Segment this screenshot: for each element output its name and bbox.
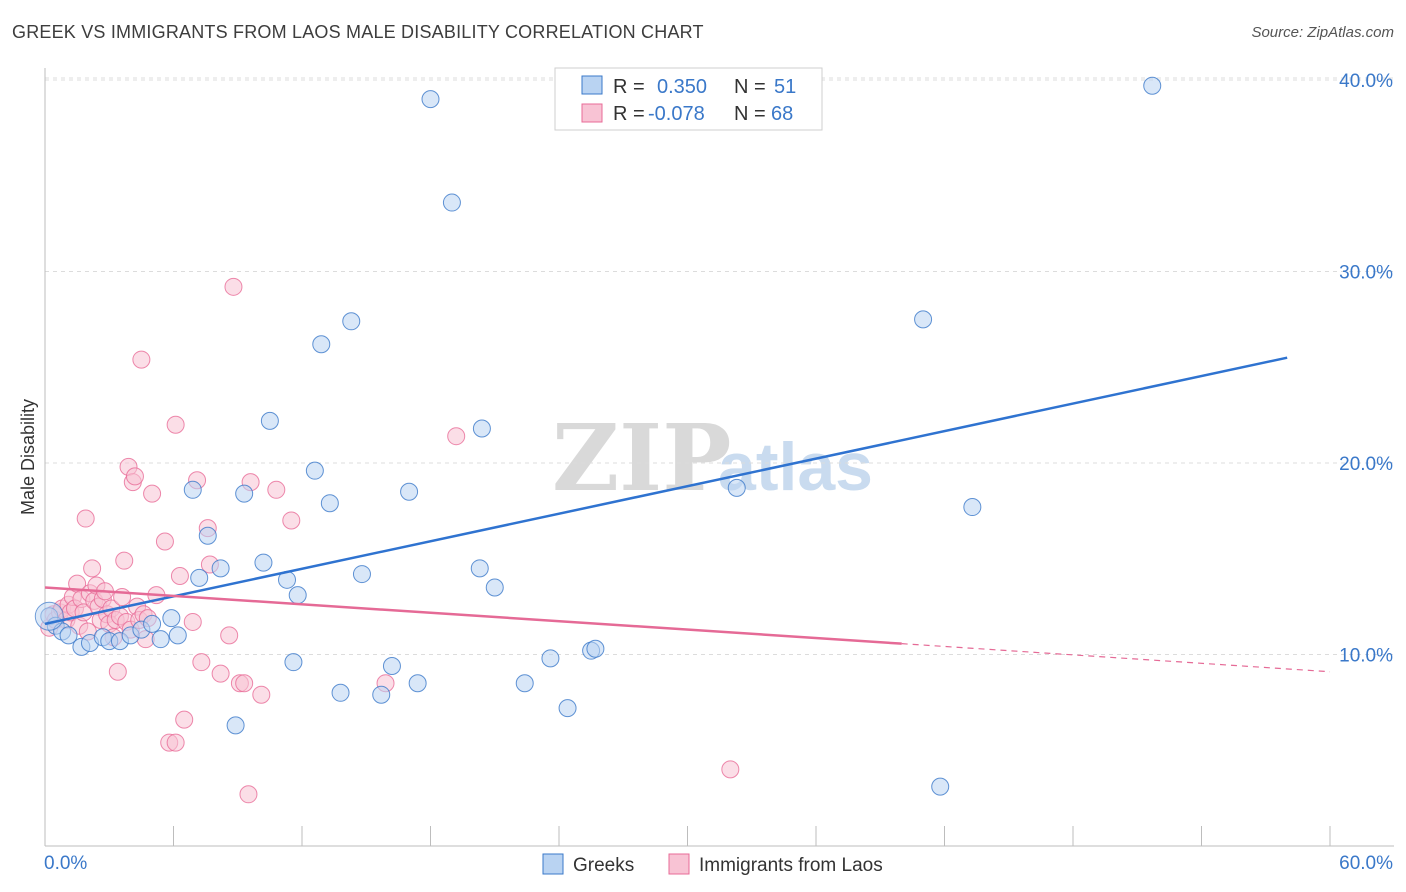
- point-laos: [143, 484, 162, 503]
- point-laos: [447, 427, 466, 446]
- point-laos: [183, 612, 202, 631]
- point-greeks: [485, 578, 504, 597]
- point-greeks: [288, 586, 307, 605]
- y-tick-label: 30.0%: [1339, 263, 1393, 284]
- trend-line-laos-dashed: [901, 643, 1331, 673]
- point-greeks: [558, 699, 577, 718]
- point-laos: [224, 277, 243, 296]
- point-greeks: [211, 559, 230, 578]
- bottom-legend-label-greeks: Greeks: [573, 855, 634, 876]
- point-laos: [132, 350, 151, 369]
- point-greeks: [541, 649, 560, 668]
- gridlines: [45, 77, 1394, 655]
- point-greeks: [312, 335, 331, 354]
- trend-line-greeks: [44, 356, 1288, 626]
- point-laos: [282, 511, 301, 530]
- point-greeks: [305, 461, 324, 480]
- point-greeks: [408, 674, 427, 693]
- y-tick-labels: 10.0% 20.0% 30.0% 40.0%: [1339, 71, 1393, 667]
- point-greeks: [472, 419, 491, 438]
- point-greeks: [226, 716, 245, 735]
- point-greeks: [352, 565, 371, 584]
- y-tick-label: 20.0%: [1339, 454, 1393, 475]
- point-greeks: [162, 609, 181, 628]
- legend-r-label-laos: R =: [613, 103, 645, 125]
- watermark: ZIP atlas: [552, 404, 873, 512]
- trend-line-laos: [44, 586, 902, 645]
- trend-lines: [44, 356, 1331, 673]
- legend-n-value-greeks: 51: [774, 76, 796, 98]
- correlation-legend: R = 0.350 N = 51 R = -0.078 N = 68: [554, 67, 823, 131]
- legend-n-value-laos: 68: [771, 103, 793, 125]
- point-greeks: [372, 685, 391, 704]
- point-greeks: [382, 656, 401, 675]
- y-tick-label: 10.0%: [1339, 646, 1393, 667]
- bottom-legend-swatch-laos: [668, 853, 690, 875]
- point-greeks: [515, 674, 534, 693]
- chart-title: GREEK VS IMMIGRANTS FROM LAOS MALE DISAB…: [12, 22, 704, 42]
- legend-n-label-greeks: N =: [734, 76, 766, 98]
- point-laos: [192, 653, 211, 672]
- point-laos: [239, 785, 258, 804]
- point-greeks: [59, 626, 78, 645]
- point-greeks: [320, 494, 339, 513]
- legend-swatch-laos: [581, 103, 603, 123]
- point-greeks: [235, 484, 254, 503]
- legend-swatch-greeks: [581, 75, 603, 95]
- point-greeks: [727, 478, 746, 497]
- point-greeks: [168, 626, 187, 645]
- point-laos: [155, 532, 174, 551]
- point-greeks: [421, 90, 440, 109]
- x-tick-label-min: 0.0%: [44, 853, 87, 874]
- point-greeks: [151, 630, 170, 649]
- point-greeks: [586, 639, 605, 658]
- point-laos: [166, 733, 185, 752]
- legend-r-label-greeks: R =: [613, 76, 645, 98]
- point-greeks: [342, 312, 361, 331]
- point-greeks: [442, 193, 461, 212]
- legend-n-label-laos: N =: [734, 103, 766, 125]
- x-axis-ticks: [44, 826, 1331, 846]
- point-greeks: [254, 553, 273, 572]
- point-laos: [115, 551, 134, 570]
- point-laos: [252, 685, 271, 704]
- point-laos: [220, 626, 239, 645]
- legend-r-value-greeks: 0.350: [657, 76, 707, 98]
- y-axis-label: Male Disability: [18, 399, 38, 515]
- watermark-zip: ZIP: [552, 404, 731, 512]
- point-greeks: [963, 498, 982, 517]
- point-greeks: [1143, 76, 1162, 95]
- series-legend: Greeks Immigrants from Laos: [542, 853, 883, 876]
- point-greeks-cluster: [34, 601, 64, 631]
- point-greeks: [260, 411, 279, 430]
- point-laos: [175, 710, 194, 729]
- point-laos: [83, 559, 102, 578]
- chart-source: Source: ZipAtlas.com: [1251, 24, 1394, 41]
- point-greeks: [331, 683, 350, 702]
- point-greeks: [400, 482, 419, 501]
- point-greeks: [470, 559, 489, 578]
- point-laos: [166, 415, 185, 434]
- point-greeks: [183, 480, 202, 499]
- y-tick-label: 40.0%: [1339, 71, 1393, 92]
- bottom-legend-label-laos: Immigrants from Laos: [699, 855, 883, 876]
- point-greeks: [914, 310, 933, 329]
- x-tick-label-max: 60.0%: [1339, 853, 1393, 874]
- point-laos: [108, 662, 127, 681]
- point-laos: [170, 566, 189, 585]
- point-laos: [211, 664, 230, 683]
- point-greeks: [931, 777, 950, 796]
- legend-r-value-laos: -0.078: [648, 103, 705, 125]
- point-greeks: [198, 526, 217, 545]
- point-laos: [267, 480, 286, 499]
- point-laos: [76, 509, 95, 528]
- bottom-legend-swatch-greeks: [542, 853, 564, 875]
- point-laos: [125, 467, 144, 486]
- point-greeks: [190, 568, 209, 587]
- point-greeks: [143, 614, 162, 633]
- point-laos: [721, 760, 740, 779]
- point-laos: [235, 674, 254, 693]
- point-greeks: [284, 653, 303, 672]
